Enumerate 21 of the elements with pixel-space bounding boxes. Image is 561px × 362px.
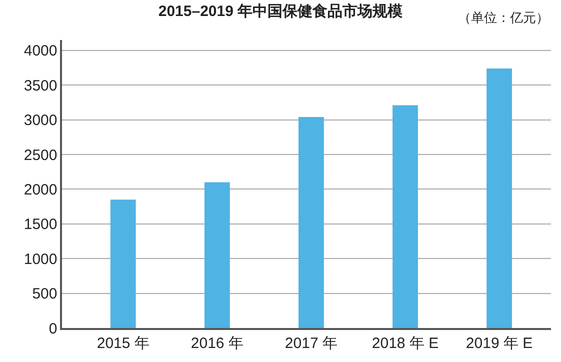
bar: [392, 105, 418, 328]
y-tick-label: 1000: [24, 250, 58, 268]
y-tick-label: 4000: [24, 42, 58, 60]
bar: [110, 200, 136, 328]
bar: [486, 68, 512, 328]
bar: [204, 182, 230, 328]
x-tick-label: 2015 年: [96, 334, 150, 352]
x-tick-label: 2019 年 E: [466, 334, 533, 352]
y-tick-label: 0: [48, 320, 58, 338]
x-tick-label: 2016 年: [190, 334, 244, 352]
chart-title: 2015–2019 年中国保健食品市场规模: [158, 2, 404, 20]
x-tick-label: 2017 年: [284, 334, 338, 352]
x-tick-label: 2018 年 E: [372, 334, 439, 352]
y-tick-label: 2500: [24, 146, 58, 164]
y-tick-label: 1500: [24, 216, 58, 234]
bar: [298, 117, 324, 328]
y-tick-label: 3500: [24, 77, 58, 94]
y-tick-label: 500: [32, 286, 58, 303]
text: （单位：亿元）: [458, 10, 549, 25]
y-tick-label: 2000: [24, 181, 58, 198]
y-tick-label: 3000: [24, 112, 58, 130]
